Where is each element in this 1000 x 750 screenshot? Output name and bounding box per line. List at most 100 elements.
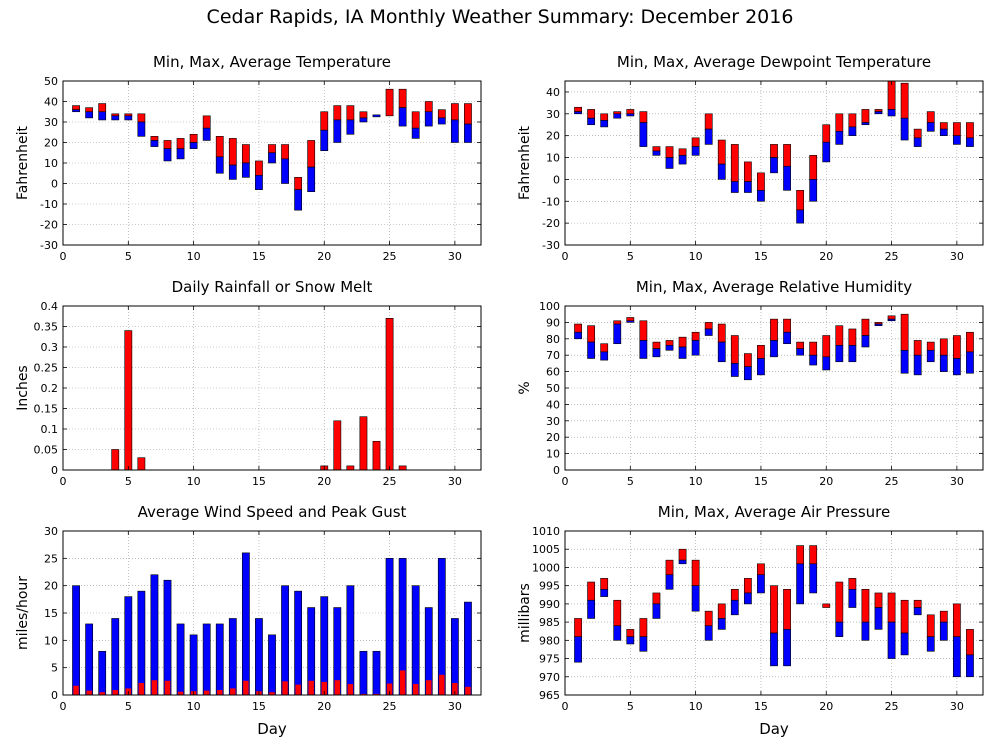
bar-peak-gust [228, 618, 237, 696]
bar-avg-to-min [913, 137, 922, 147]
bar-avg-to-min [72, 109, 80, 113]
bar-avg-to-min [887, 109, 896, 117]
bar-max-to-avg [743, 353, 752, 367]
y-tick-label: 0.15 [34, 403, 59, 416]
bar-avg-speed [177, 691, 184, 695]
bar-max-to-avg [730, 589, 739, 601]
bar-max-to-avg [913, 340, 922, 356]
chart-title: Daily Rainfall or Snow Melt [172, 278, 373, 296]
bar-avg-to-min [639, 340, 648, 359]
bar-max-to-avg [861, 589, 870, 623]
bar-max-to-avg [861, 109, 870, 123]
bar-avg-to-min [574, 331, 582, 340]
bar-avg-to-min [464, 123, 472, 143]
bar-max-to-avg [939, 338, 948, 356]
bar-avg-speed [373, 693, 380, 695]
bar-avg-to-min [176, 148, 185, 160]
bar-avg-to-min [743, 181, 752, 193]
bar-max-to-avg [678, 548, 687, 561]
bar-max-to-avg [215, 136, 224, 158]
x-tick-label: 0 [60, 700, 67, 713]
bar-max-to-avg [887, 80, 896, 110]
bar-avg-to-min [268, 152, 276, 164]
bar-max-to-avg [189, 134, 198, 143]
bar-max-to-avg [913, 599, 922, 608]
bar-avg-speed [138, 682, 145, 695]
bar-avg-speed [203, 690, 210, 695]
bar-avg-speed [164, 680, 171, 695]
bar-avg-to-min [98, 111, 107, 121]
y-tick-label: 50 [44, 75, 58, 88]
bar-max-to-avg [613, 111, 622, 115]
bar-avg-to-min [796, 209, 805, 224]
chart-rainfall: Daily Rainfall or Snow Melt 0 0.05 0.1 0.15 0… [15, 278, 482, 488]
x-tick-label: 10 [187, 700, 201, 713]
bar-avg-to-min [809, 563, 818, 594]
bar-peak-gust [163, 579, 172, 696]
bar-max-to-avg [320, 111, 329, 131]
y-tick-label: 0.35 [34, 321, 59, 334]
bar-max-to-avg [574, 323, 582, 333]
bar-avg-to-min [966, 654, 974, 678]
y-tick-label: 20 [44, 580, 58, 593]
bar-avg-to-min [913, 354, 922, 376]
bar-max-to-avg [652, 592, 661, 605]
bar-avg-to-min [887, 621, 896, 659]
bar-rainfall [346, 465, 355, 471]
y-tick-label: -10 [542, 195, 560, 208]
bar-peak-gust [464, 601, 472, 696]
bar-avg-to-min [215, 156, 224, 174]
y-tick-label: 0.4 [41, 300, 59, 313]
bar-max-to-avg [730, 144, 739, 182]
bar-peak-gust [176, 623, 185, 696]
bar-max-to-avg [704, 322, 713, 330]
bar-max-to-avg [822, 124, 831, 143]
bar-avg-to-min [900, 349, 909, 374]
y-tick-label: 1010 [532, 525, 560, 538]
bar-avg-to-min [294, 189, 303, 211]
bar-avg-to-min [887, 318, 896, 322]
bar-avg-to-min [85, 111, 94, 119]
x-tick-label: 15 [252, 700, 266, 713]
bar-avg-to-min [678, 155, 687, 165]
bar-max-to-avg [783, 318, 791, 333]
bar-avg-speed [452, 682, 458, 695]
bar-max-to-avg [691, 137, 700, 147]
bar-max-to-avg [124, 113, 133, 117]
bar-max-to-avg [966, 331, 974, 353]
y-tick-label: -20 [40, 219, 58, 232]
bar-max-to-avg [926, 111, 935, 123]
bar-max-to-avg [887, 315, 896, 320]
bar-max-to-avg [652, 341, 661, 349]
y-axis-label: Inches [15, 365, 31, 410]
bar-avg-to-min [626, 320, 635, 323]
bar-peak-gust [98, 650, 107, 696]
bar-peak-gust [281, 585, 289, 696]
bar-avg-to-min [111, 115, 120, 121]
bar-max-to-avg [587, 325, 596, 343]
bar-avg-to-min [848, 589, 857, 608]
bar-avg-to-min [613, 625, 622, 641]
x-tick-label: 25 [885, 250, 899, 263]
y-tick-label: 10 [44, 634, 58, 647]
bar-avg-to-min [639, 122, 648, 147]
x-tick-label: 5 [627, 250, 634, 263]
y-tick-label: 0 [51, 464, 58, 477]
bar-max-to-avg [398, 88, 407, 108]
bar-max-to-avg [411, 111, 420, 129]
x-tick-label: 10 [689, 250, 703, 263]
bar-max-to-avg [900, 82, 909, 119]
bar-peak-gust [137, 590, 146, 696]
x-tick-label: 30 [448, 250, 462, 263]
y-tick-label: 80 [546, 333, 560, 346]
bar-avg-to-min [150, 140, 159, 147]
bar-max-to-avg [743, 161, 752, 182]
bar-avg-to-min [255, 175, 263, 190]
bar-avg-speed [439, 674, 445, 695]
page-title: Cedar Rapids, IA Monthly Weather Summary… [206, 6, 794, 28]
y-tick-label: 0.25 [34, 362, 59, 375]
bar-max-to-avg [730, 335, 739, 364]
bar-max-to-avg [613, 599, 622, 627]
x-tick-label: 15 [754, 250, 768, 263]
bar-avg-speed [86, 690, 92, 695]
